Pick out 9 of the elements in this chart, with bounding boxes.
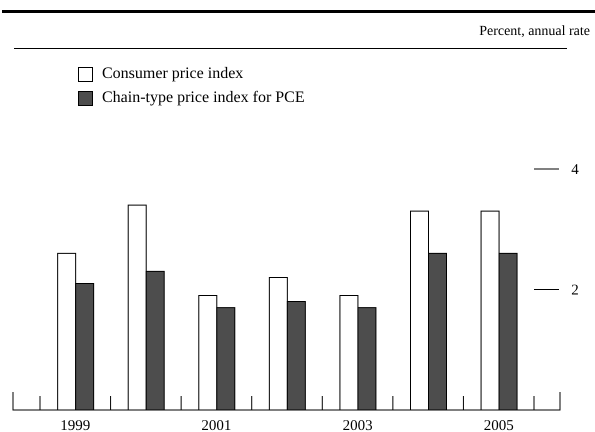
x-tick-label: 2003 — [342, 418, 373, 432]
legend-label: Chain-type price index for PCE — [102, 88, 305, 108]
legend-label: Consumer price index — [102, 64, 244, 84]
x-tick-label: 2001 — [201, 418, 232, 432]
y-tick-label: 2 — [571, 282, 579, 298]
text: Percent, annual rate — [479, 24, 590, 40]
x-tick-label: 2005 — [484, 418, 514, 432]
x-tick-label: 1999 — [60, 418, 90, 432]
y-tick-label: 4 — [571, 162, 580, 178]
